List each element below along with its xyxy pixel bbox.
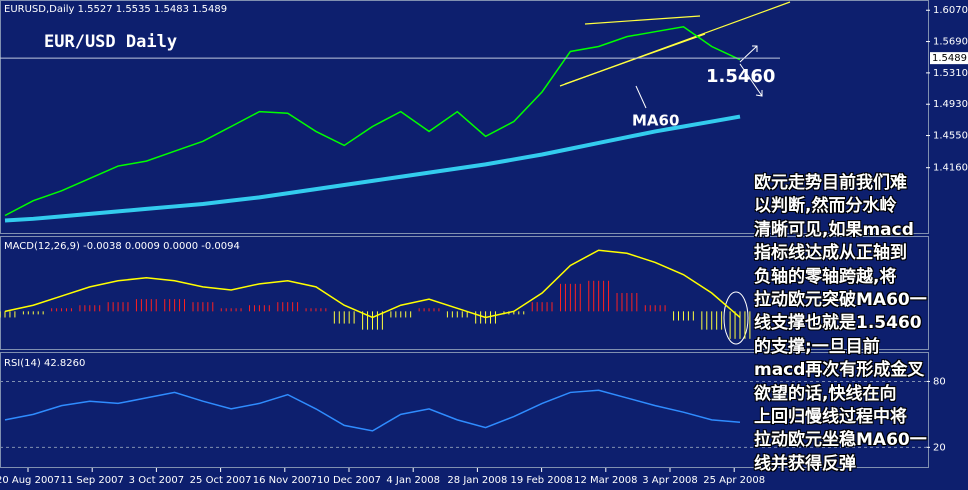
panel-title: RSI(14) 42.8260 xyxy=(4,358,85,369)
y-tick-label: 1.4930 xyxy=(933,99,968,110)
arrow xyxy=(739,45,763,97)
last-price-label: 1.5489 xyxy=(932,53,967,64)
x-tick-label: 12 Mar 2008 xyxy=(574,475,637,486)
x-tick-label: 4 Jan 2008 xyxy=(386,475,440,486)
note-line: 拉动欧元坐稳MA60一 xyxy=(754,430,927,451)
note-line: 欲望的话,快线在向 xyxy=(754,383,897,404)
y-tick-label: 1.4550 xyxy=(933,131,968,142)
note-line: 以判断,然而分水岭 xyxy=(754,196,897,217)
note-line: 线支撑也就是1.5460 xyxy=(754,313,922,334)
y-tick-label: 1.5310 xyxy=(933,68,968,79)
series-line xyxy=(4,25,741,217)
x-tick-label: 11 Sep 2007 xyxy=(61,475,124,486)
x-tick-label: 20 Aug 2007 xyxy=(0,475,60,486)
trend-line xyxy=(564,33,706,85)
header: EURUSD,Daily 1.5527 1.5535 1.5483 1.5489 xyxy=(4,4,227,15)
x-tick-label: 19 Feb 2008 xyxy=(510,475,572,486)
panel-title: MACD(12,26,9) -0.0038 0.0009 0.0000 -0.0… xyxy=(4,241,240,252)
y-tick-label: 20 xyxy=(933,442,946,453)
panel-frame xyxy=(0,0,929,234)
x-tick-label: 25 Oct 2007 xyxy=(190,475,252,486)
y-tick-label: 1.5690 xyxy=(933,37,968,48)
note-line: 负轴的零轴跨越,将 xyxy=(754,266,897,287)
highlight-circle xyxy=(723,291,749,345)
x-tick-label: 16 Nov 2007 xyxy=(253,475,317,486)
note-line: 上回归慢线过程中将 xyxy=(754,407,907,428)
note-line: 的支撑;一旦目前 xyxy=(754,336,880,357)
x-tick-label: 10 Dec 2007 xyxy=(317,475,381,486)
note-line: macd再次有形成金叉 xyxy=(754,360,925,381)
x-tick-label: 3 Oct 2007 xyxy=(129,475,184,486)
annotation: 1.5460 xyxy=(706,66,775,87)
series-line xyxy=(4,249,741,319)
series-line xyxy=(4,389,741,432)
series-line xyxy=(4,114,741,223)
trend-line xyxy=(584,15,701,25)
chart-title: EUR/USD Daily xyxy=(44,32,177,52)
y-tick-label: 1.6070 xyxy=(933,5,968,16)
commentary: 欧元走势目前我们难 以判断,然而分水岭 清晰可见,如果macd 指标线达成从正轴到 负轴… xyxy=(754,172,968,476)
note-line: 拉动欧元突破MA60一 xyxy=(754,290,927,311)
x-tick-label: 25 Apr 2008 xyxy=(703,475,765,486)
note-line: 线并获得反弹 xyxy=(754,453,856,474)
last-price-box xyxy=(930,52,968,65)
note-line: 清晰可见,如果macd xyxy=(754,219,914,240)
y-tick-label: 80 xyxy=(933,376,946,387)
pointer xyxy=(635,85,647,109)
x-tick-label: 3 Apr 2008 xyxy=(642,475,697,486)
panel-frame xyxy=(0,352,929,468)
note-line: 指标线达成从正轴到 xyxy=(754,243,907,264)
note-line: 欧元走势目前我们难 xyxy=(754,173,907,193)
x-tick-label: 28 Jan 2008 xyxy=(447,475,507,486)
panel-frame xyxy=(0,236,929,350)
y-tick-label: 1.4160 xyxy=(933,163,968,174)
annotation: MA60 xyxy=(632,112,679,130)
